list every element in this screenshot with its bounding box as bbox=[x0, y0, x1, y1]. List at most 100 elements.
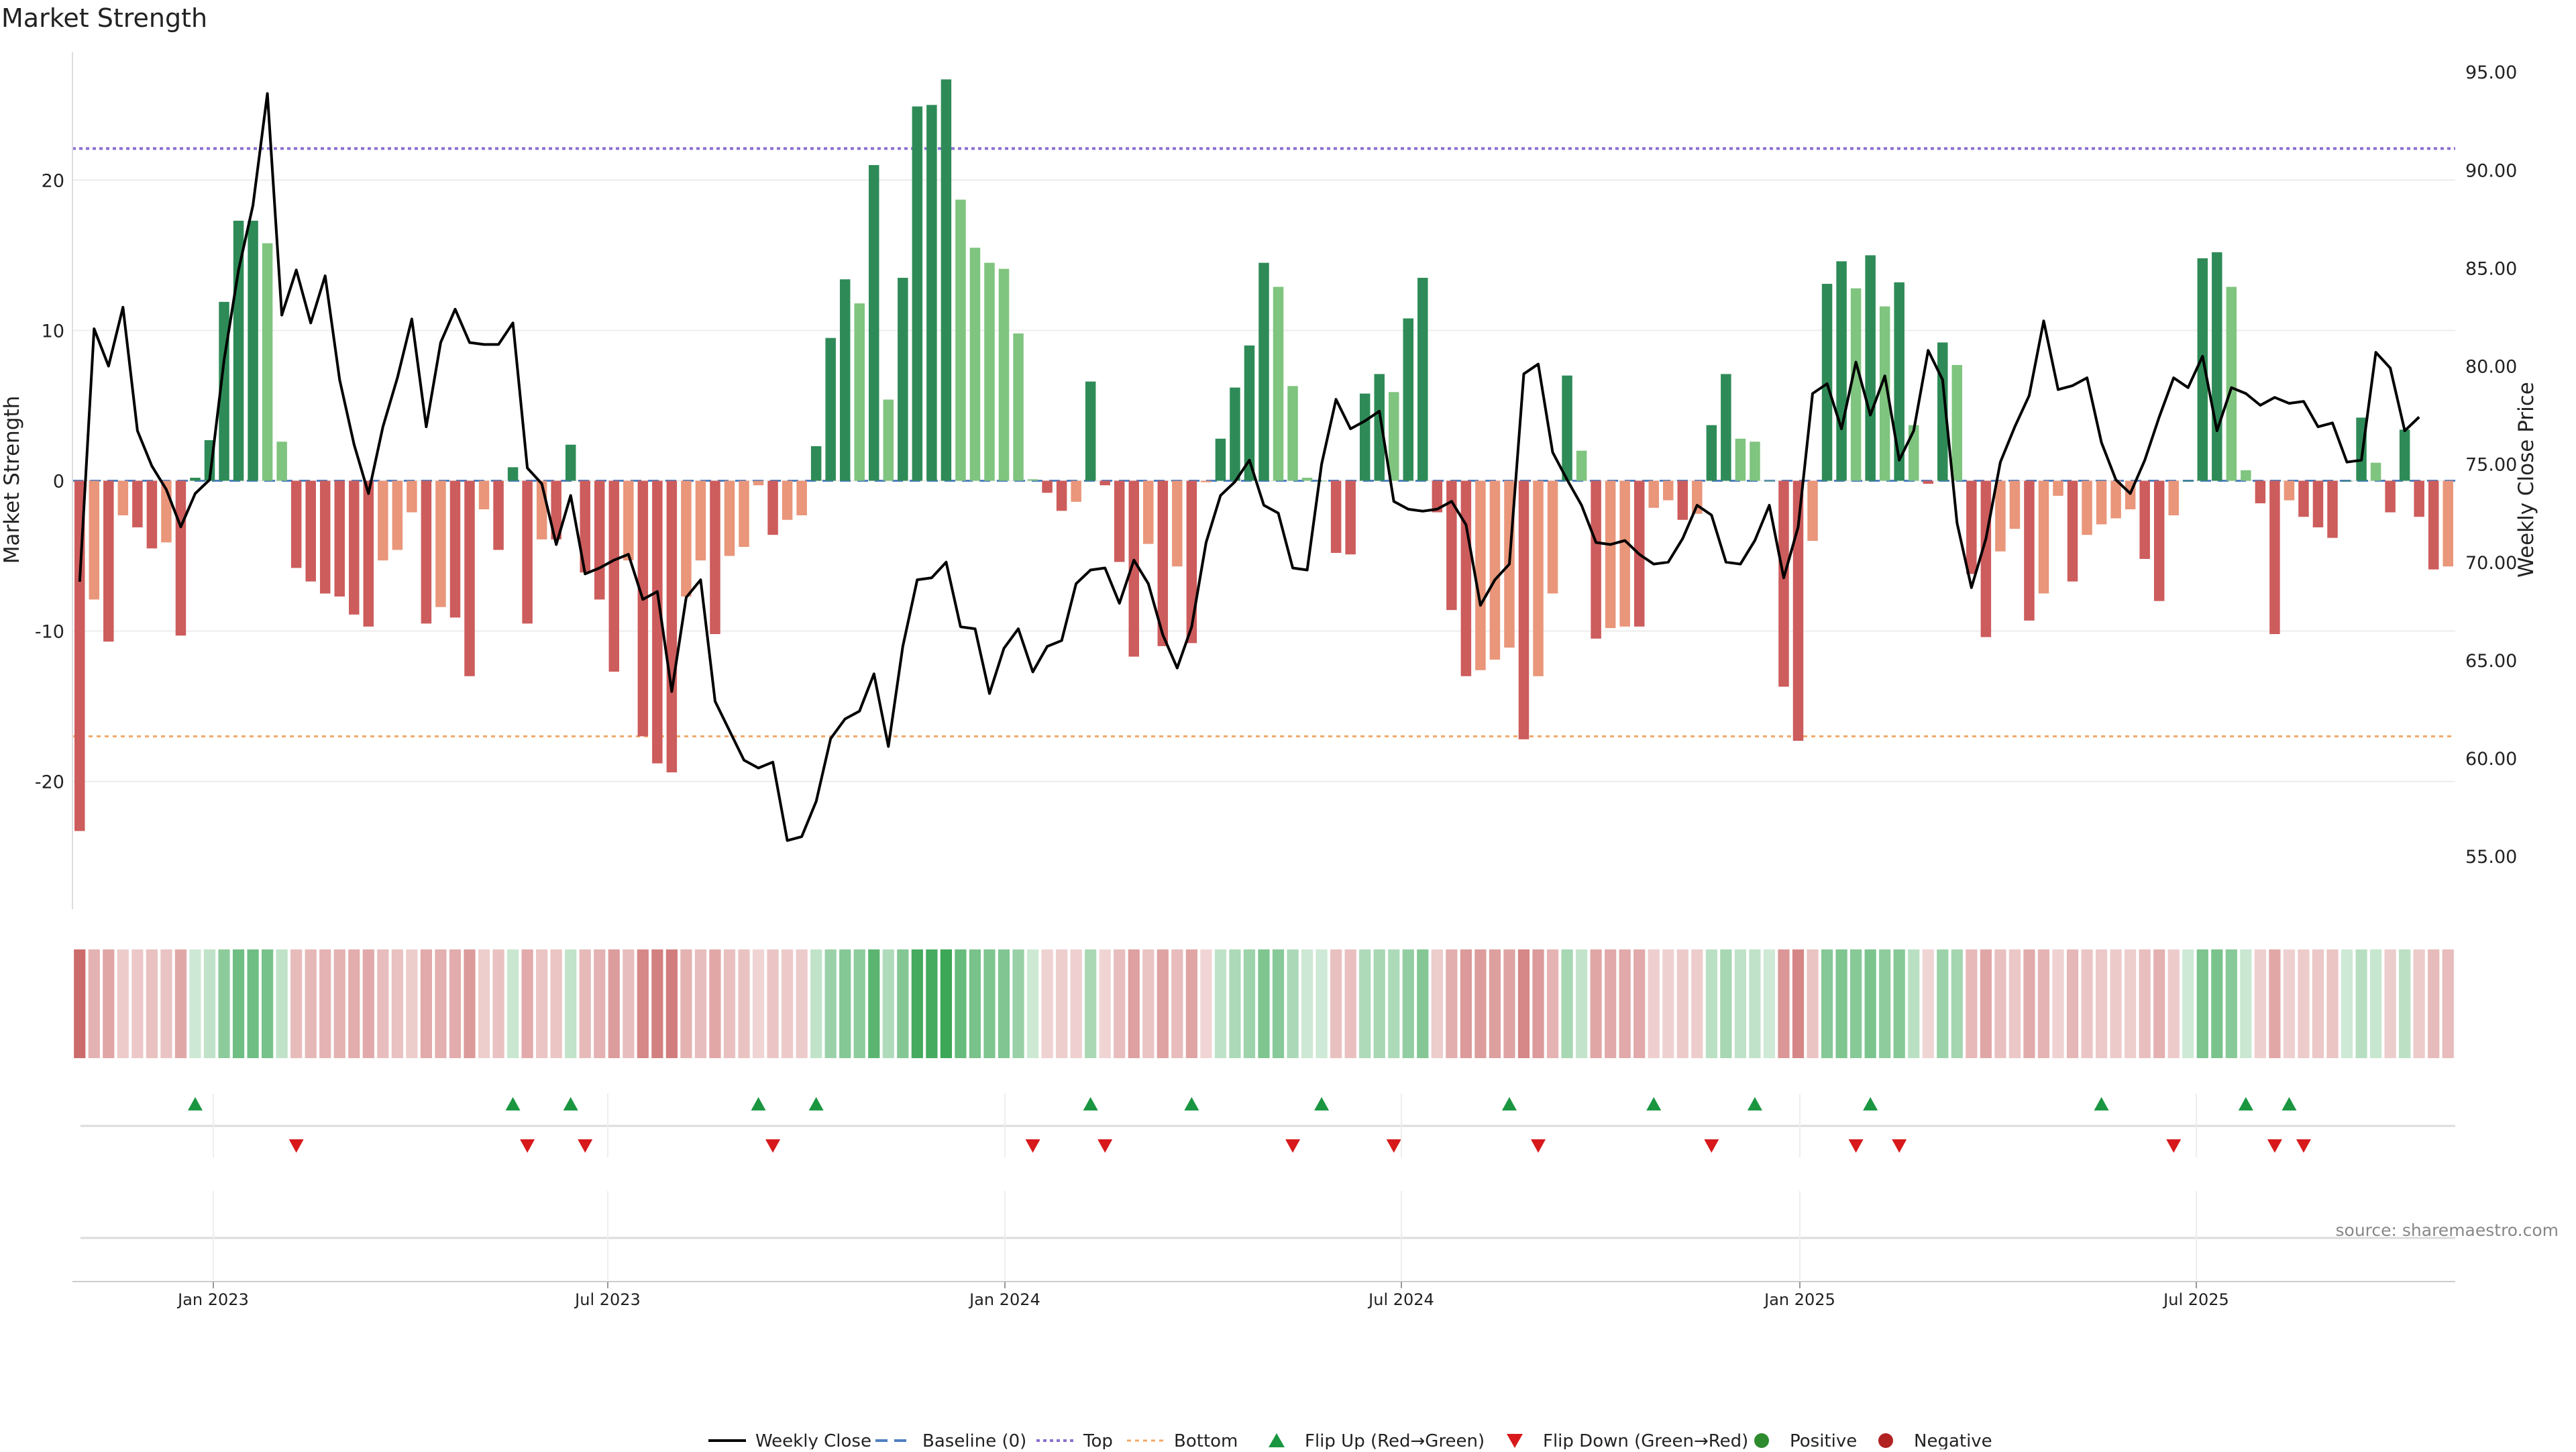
strength-bar bbox=[2226, 287, 2237, 481]
heat-cell bbox=[2066, 949, 2079, 1058]
heat-cell bbox=[103, 949, 115, 1058]
strength-bar bbox=[2414, 480, 2424, 517]
x-tick-label: Jul 2023 bbox=[574, 1290, 641, 1309]
legend-item: Bottom bbox=[1127, 1431, 1238, 1451]
heat-cell bbox=[1272, 949, 1285, 1058]
heat-cell bbox=[810, 949, 822, 1058]
heat-cell bbox=[1142, 949, 1155, 1058]
strength-bar bbox=[1764, 480, 1775, 482]
strength-bar bbox=[2168, 480, 2179, 516]
strength-bar bbox=[1533, 480, 1544, 676]
heat-cell bbox=[2269, 949, 2281, 1058]
heat-cell bbox=[276, 949, 288, 1058]
heat-cell bbox=[1662, 949, 1674, 1058]
heat-cell bbox=[1330, 949, 1342, 1058]
strength-bar bbox=[883, 399, 894, 481]
heat-cell bbox=[723, 949, 736, 1058]
strength-bar bbox=[1619, 480, 1630, 627]
heat-cell bbox=[2283, 949, 2296, 1058]
strength-bar bbox=[2385, 480, 2396, 513]
strength-bar bbox=[2312, 480, 2324, 527]
heat-cell bbox=[2384, 949, 2396, 1058]
heat-cell bbox=[1301, 949, 1313, 1058]
heat-cell bbox=[1532, 949, 1544, 1058]
x-tick-label: Jul 2024 bbox=[1367, 1290, 1434, 1309]
heat-cell bbox=[348, 949, 360, 1058]
heat-cell bbox=[1099, 949, 1111, 1058]
heat-cell bbox=[2326, 949, 2339, 1058]
heat-cell bbox=[420, 949, 433, 1058]
x-tick-label: Jan 2024 bbox=[968, 1290, 1040, 1309]
heat-cell bbox=[579, 949, 591, 1058]
heat-cell bbox=[319, 949, 331, 1058]
chart-title: Market Strength bbox=[1, 3, 207, 33]
strength-bar bbox=[2053, 480, 2063, 496]
heat-cell bbox=[998, 949, 1010, 1058]
strength-bar bbox=[695, 480, 706, 561]
strength-bar bbox=[1273, 287, 1284, 481]
heat-cell bbox=[406, 949, 418, 1058]
heat-cell bbox=[1171, 949, 1183, 1058]
heat-cell bbox=[1417, 949, 1429, 1058]
strength-bar bbox=[854, 303, 865, 481]
heat-cell bbox=[969, 949, 981, 1058]
heat-cell bbox=[262, 949, 274, 1058]
right-tick-label: 95.00 bbox=[2465, 62, 2517, 83]
heat-cell bbox=[1778, 949, 1790, 1058]
strength-bar bbox=[262, 243, 273, 481]
right-tick-label: 85.00 bbox=[2465, 258, 2517, 279]
strength-bar bbox=[1027, 479, 1038, 481]
strength-bar bbox=[2009, 480, 2021, 529]
heat-cell bbox=[623, 949, 635, 1058]
flip-up-marker bbox=[1314, 1097, 1330, 1110]
heat-cell bbox=[435, 949, 447, 1058]
strength-bar bbox=[175, 480, 186, 636]
left-tick-label: 10 bbox=[42, 321, 64, 342]
strength-bar bbox=[1215, 438, 1226, 481]
strength-bar bbox=[724, 480, 735, 556]
strength-bar bbox=[103, 480, 114, 642]
strength-bar bbox=[1980, 480, 1992, 637]
heat-cell bbox=[1431, 949, 1443, 1058]
heat-cell bbox=[1605, 949, 1617, 1058]
heat-cell bbox=[247, 949, 259, 1058]
heat-cell bbox=[146, 949, 158, 1058]
strength-bar bbox=[407, 480, 417, 513]
strength-bar bbox=[710, 480, 720, 635]
heat-cell bbox=[1850, 949, 1862, 1058]
strength-bar bbox=[955, 199, 966, 481]
flip-down-marker bbox=[2267, 1139, 2282, 1153]
right-tick-label: 55.00 bbox=[2465, 847, 2517, 868]
flip-down-marker bbox=[1025, 1139, 1040, 1153]
strength-bar bbox=[839, 279, 851, 481]
legend-label: Positive bbox=[1790, 1431, 1857, 1449]
heat-cell bbox=[160, 949, 172, 1058]
strength-bar bbox=[2024, 480, 2035, 621]
heat-cell bbox=[1114, 949, 1126, 1058]
heat-cell bbox=[955, 949, 967, 1058]
strength-bar bbox=[1735, 438, 1746, 481]
strength-bar bbox=[1099, 480, 1110, 486]
flip-up-marker bbox=[751, 1097, 766, 1110]
strength-bar bbox=[2443, 480, 2453, 567]
left-axis-label: Market Strength bbox=[0, 396, 24, 564]
heat-cell bbox=[709, 949, 721, 1058]
strength-bar bbox=[1807, 480, 1818, 541]
strength-bar bbox=[2182, 480, 2194, 482]
heat-cell bbox=[680, 949, 692, 1058]
heat-cell bbox=[2369, 949, 2382, 1058]
heat-cell bbox=[853, 949, 865, 1058]
legend-item: Weekly Close bbox=[708, 1431, 871, 1451]
strength-bar bbox=[2327, 480, 2338, 538]
strength-bar bbox=[998, 268, 1010, 481]
strength-bar bbox=[2284, 480, 2295, 501]
strength-bar bbox=[248, 220, 258, 481]
strength-bar bbox=[796, 480, 807, 516]
strength-bar bbox=[1721, 374, 1731, 481]
strength-bar bbox=[2197, 258, 2208, 481]
heat-cell bbox=[391, 949, 403, 1058]
heat-cell bbox=[131, 949, 144, 1058]
strength-bar bbox=[1489, 480, 1501, 660]
flip-up-marker bbox=[2282, 1097, 2297, 1110]
